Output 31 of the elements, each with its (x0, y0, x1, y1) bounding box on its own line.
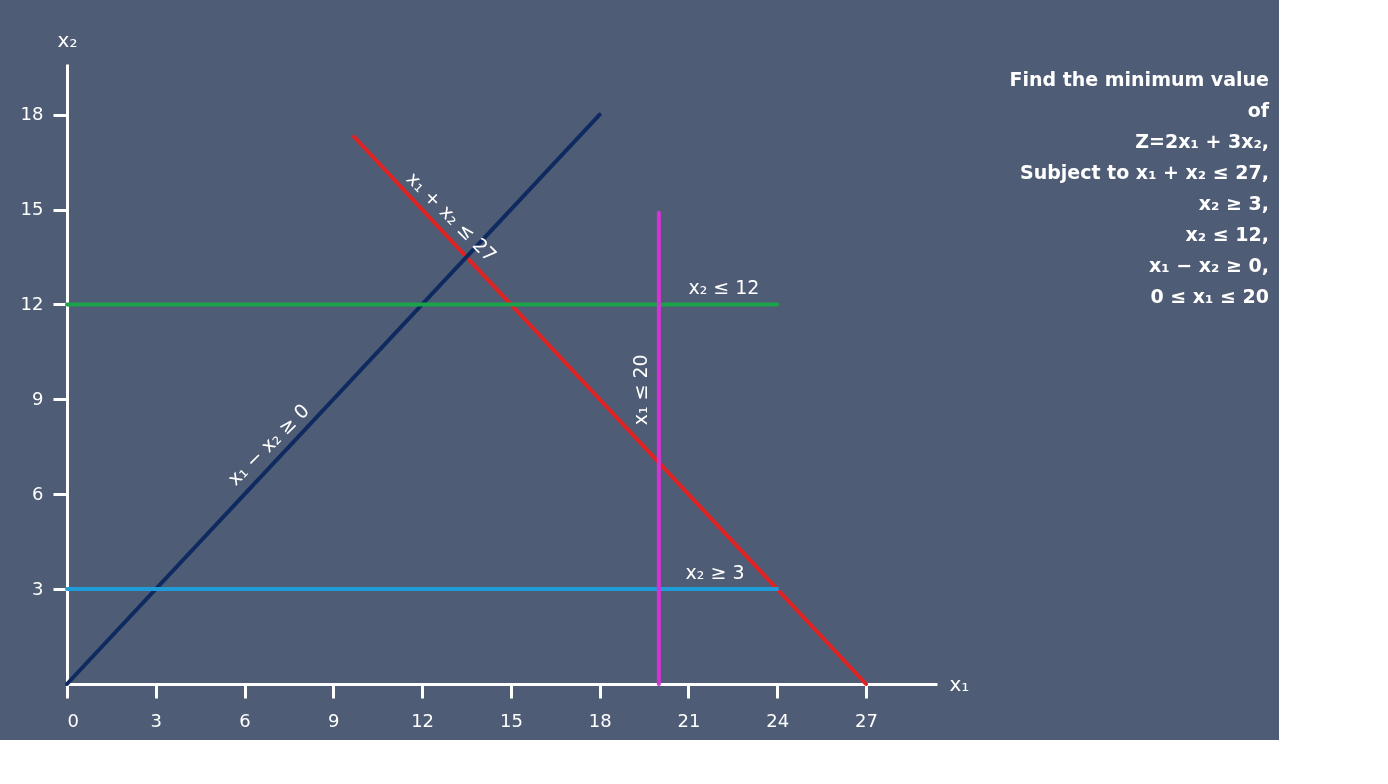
text: x₁ − x₂ ≥ 0, (1149, 253, 1269, 276)
y-axis-title: x₂ (57, 27, 78, 52)
y-tick-label: 3 (32, 577, 44, 599)
text: 0 ≤ x₁ ≤ 20 (1150, 284, 1269, 307)
x-tick-label: 27 (855, 709, 878, 731)
y-tick-label: 18 (20, 103, 44, 125)
text: x₂ ≤ 12, (1185, 222, 1269, 245)
annotation: x₁ − x₂ ≥ 0 (222, 399, 314, 490)
annotation: x₁ ≤ 20 (628, 354, 651, 426)
text: x₂ ≥ 3, (1198, 191, 1269, 214)
y-tick-label: 12 (20, 292, 44, 314)
y-tick-label: 9 (32, 387, 44, 409)
text: Find the minimum value (1009, 67, 1269, 90)
x-tick-label: 6 (239, 709, 251, 731)
text: Z=2x₁ + 3x₂, (1135, 129, 1269, 152)
x-tick-label: 15 (499, 709, 523, 731)
x-tick-label: 3 (150, 709, 162, 731)
x-tick-label: 18 (588, 709, 612, 731)
annotation: x₁ + x₂ ≤ 27 (402, 167, 502, 266)
x-tick-label: 12 (411, 709, 435, 731)
x-tick-label: 24 (766, 709, 790, 731)
x-tick-label: 0 (67, 709, 79, 731)
y-tick-label: 15 (20, 198, 44, 220)
x-tick-label: 21 (677, 709, 701, 731)
x-axis-title: x₁ (949, 671, 970, 696)
x-tick-label: 9 (328, 709, 340, 731)
text: Subject to x₁ + x₂ ≤ 27, (1019, 160, 1269, 183)
annotation: x₂ ≤ 12 (688, 276, 760, 299)
y-tick-label: 6 (32, 482, 44, 504)
text: of (1247, 98, 1270, 121)
annotation: x₂ ≥ 3 (685, 561, 745, 584)
